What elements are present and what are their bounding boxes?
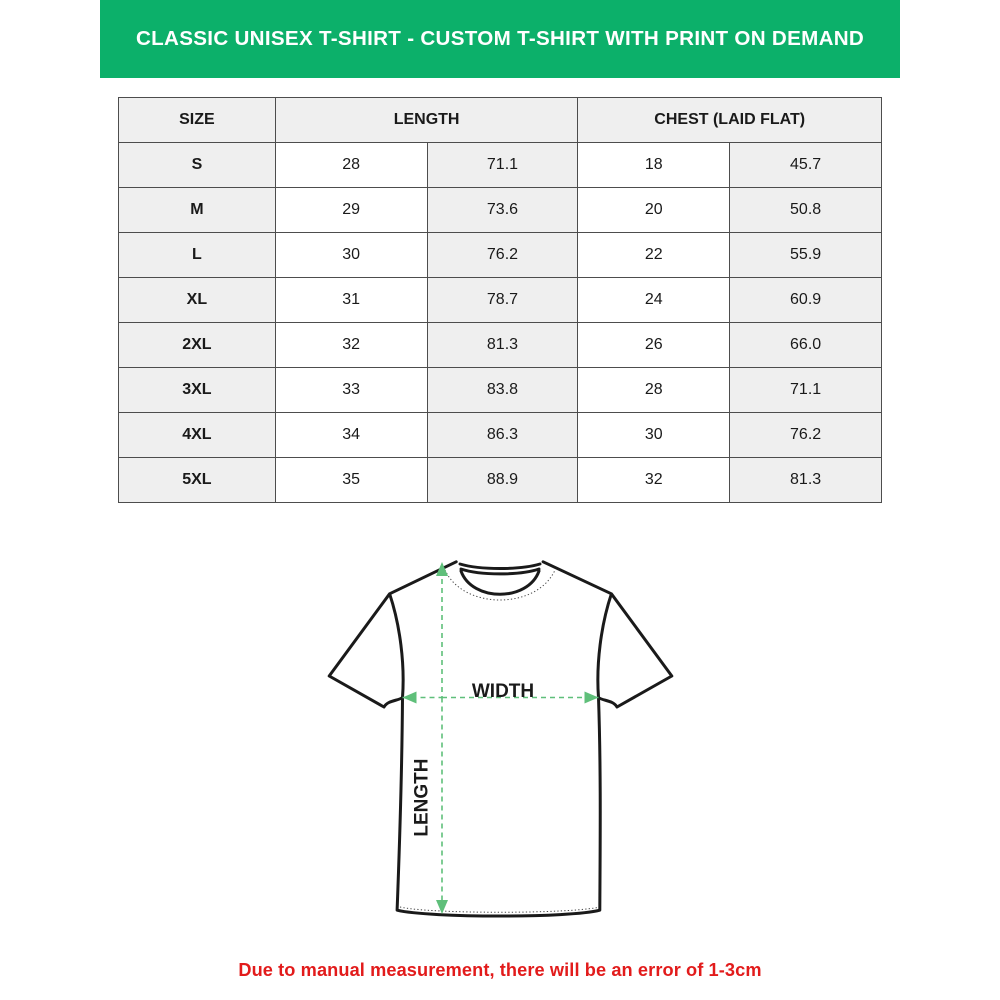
- svg-text:LENGTH: LENGTH: [411, 759, 432, 837]
- svg-text:WIDTH: WIDTH: [472, 681, 534, 702]
